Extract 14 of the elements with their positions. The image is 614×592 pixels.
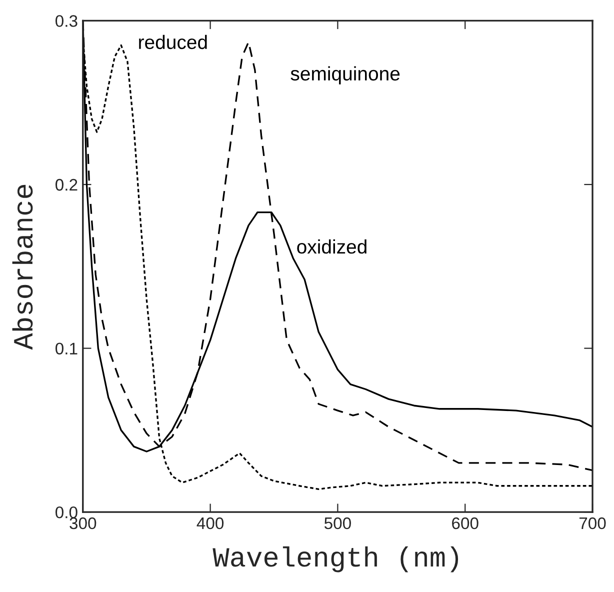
series-label: oxidized xyxy=(297,239,366,254)
y-tick-label: 0.1 xyxy=(56,342,78,354)
y-tick-label: 0.3 xyxy=(56,15,78,27)
y-tick-label: 0.0 xyxy=(56,506,78,518)
x-tick-label: 700 xyxy=(579,517,606,530)
x-tick-label: 400 xyxy=(196,517,224,530)
x-tick-label: 600 xyxy=(452,517,478,530)
series-label: semiquinone xyxy=(290,66,400,84)
x-tick-label: 300 xyxy=(70,517,96,530)
x-axis-title: Wavelength (nm) xyxy=(212,546,458,572)
x-tick-label: 500 xyxy=(324,517,351,530)
series-label: reduced xyxy=(139,34,207,50)
y-tick-label: 0.2 xyxy=(56,178,78,191)
y-axis-title: Absorbance xyxy=(12,184,33,350)
